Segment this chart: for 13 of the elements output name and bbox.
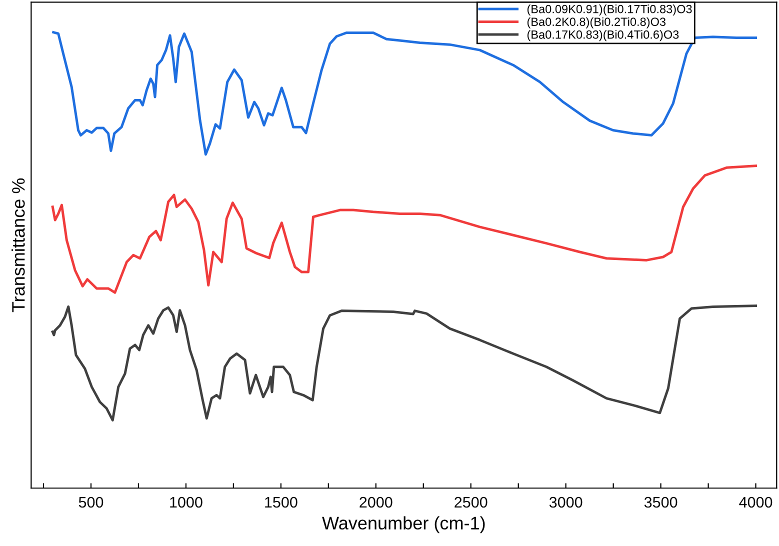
x-tick-label: 4000 xyxy=(739,496,772,508)
legend-label: (Ba0.09K0.91)(Bi0.17Ti0.83)O3 xyxy=(527,4,692,16)
x-tick-label: 2000 xyxy=(360,496,392,508)
x-tick-label: 1500 xyxy=(265,496,298,508)
legend-label: (Ba0.17K0.83)(Bi0.4Ti0.6)O3 xyxy=(527,30,679,42)
x-tick-label: 2500 xyxy=(454,496,488,508)
y-axis-title: Transmittance % xyxy=(12,178,25,312)
legend-label: (Ba0.2K0.8)(Bi0.2Ti0.8)O3 xyxy=(527,17,666,28)
x-tick-label: 3500 xyxy=(644,496,678,508)
x-tick-label: 1000 xyxy=(170,496,202,508)
x-tick-label: 500 xyxy=(78,496,104,508)
x-axis-title: Wavenumber (cm-1) xyxy=(322,516,485,534)
x-tick-label: 3000 xyxy=(549,496,582,508)
